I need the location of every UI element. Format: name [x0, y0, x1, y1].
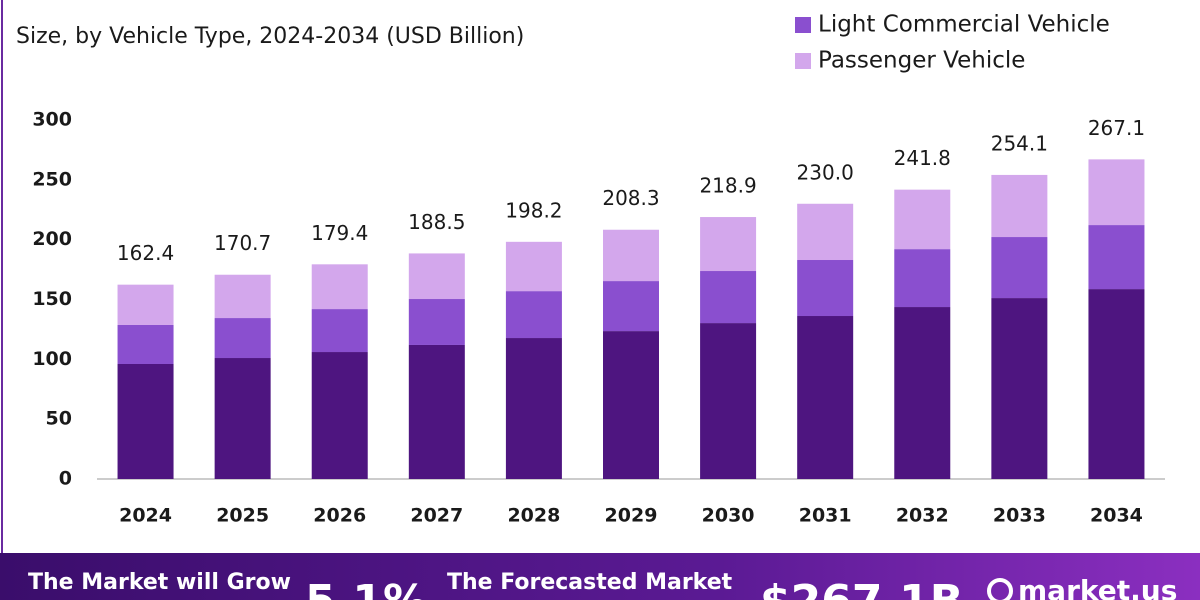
bar-segment — [1088, 225, 1145, 290]
y-tick-label: 50 — [46, 408, 72, 430]
total-label: 241.8 — [894, 146, 951, 170]
footer-banner — [0, 553, 1200, 600]
bar-segment — [117, 284, 174, 325]
bar-segment — [894, 189, 951, 250]
bar-segment — [603, 281, 659, 332]
bar-segment — [797, 203, 854, 261]
brand-icon — [987, 578, 1013, 600]
footer-forecast-value: $267.1B — [760, 576, 963, 600]
total-label: 230.0 — [797, 160, 854, 184]
footer-forecast: The Forecasted Market — [447, 570, 733, 595]
legend-label: Light Commercial Vehicle — [818, 12, 1110, 38]
bar-segment — [505, 338, 562, 479]
total-label: 170.7 — [214, 231, 271, 255]
total-label: 179.4 — [311, 221, 368, 245]
bar-segment — [991, 298, 1048, 479]
chart-subtitle: Size, by Vehicle Type, 2024-2034 (USD Bi… — [16, 24, 524, 49]
legend-label: Passenger Vehicle — [818, 48, 1025, 74]
total-label: 162.4 — [117, 241, 174, 265]
x-tick-label: 2026 — [313, 505, 366, 527]
total-label: 198.2 — [505, 198, 562, 222]
bar-segment — [1088, 289, 1145, 479]
bar-segment — [1088, 159, 1145, 226]
x-tick-label: 2032 — [896, 505, 949, 527]
y-tick-label: 300 — [32, 109, 72, 131]
x-tick-label: 2030 — [702, 505, 755, 527]
y-tick-label: 100 — [32, 348, 72, 370]
y-tick-label: 200 — [32, 228, 72, 250]
total-label: 188.5 — [408, 210, 465, 234]
y-tick-label: 150 — [32, 288, 72, 310]
bar-segment — [117, 364, 174, 479]
x-tick-label: 2029 — [605, 505, 658, 527]
bar-segment — [991, 174, 1048, 238]
x-tick-label: 2025 — [216, 505, 269, 527]
legend-swatch — [795, 53, 811, 69]
bar-segment — [408, 344, 465, 479]
bar-segment — [700, 271, 757, 324]
bar-segment — [991, 237, 1048, 299]
total-label: 267.1 — [1088, 116, 1145, 140]
y-tick-label: 250 — [32, 168, 72, 190]
bar-segment — [408, 253, 465, 300]
bar-segment — [894, 307, 951, 479]
x-tick-label: 2031 — [799, 505, 852, 527]
bar-segment — [700, 217, 757, 272]
bar-segment — [311, 352, 368, 479]
y-tick-label: 0 — [59, 468, 72, 490]
x-tick-label: 2027 — [410, 505, 463, 527]
bar-segment — [311, 309, 368, 353]
bar-segment — [603, 331, 659, 479]
x-tick-label: 2028 — [507, 505, 560, 527]
x-tick-label: 2034 — [1090, 505, 1143, 527]
bar-segment — [700, 323, 757, 479]
x-tick-label: 2024 — [119, 505, 172, 527]
bar-segment — [603, 229, 659, 282]
bar-segment — [505, 291, 562, 339]
x-tick-label: 2033 — [993, 505, 1046, 527]
bar-segment — [797, 260, 854, 317]
footer-brand: market.us — [1018, 574, 1177, 600]
footer-cagr: 5.1% — [305, 576, 427, 600]
bar-segment — [311, 264, 368, 310]
bar-segment — [214, 274, 271, 319]
bar-segment — [894, 249, 951, 308]
total-label: 208.3 — [602, 186, 659, 210]
total-label: 218.9 — [699, 174, 756, 198]
bar-segment — [214, 358, 271, 479]
bar-segment — [797, 316, 854, 479]
bar-segment — [214, 318, 271, 359]
bar-segment — [505, 241, 562, 292]
footer-grow: The Market will Grow — [28, 570, 291, 595]
total-label: 254.1 — [991, 131, 1048, 155]
bar-segment — [408, 299, 465, 345]
bar-segment — [117, 324, 174, 365]
legend-swatch — [795, 17, 811, 33]
